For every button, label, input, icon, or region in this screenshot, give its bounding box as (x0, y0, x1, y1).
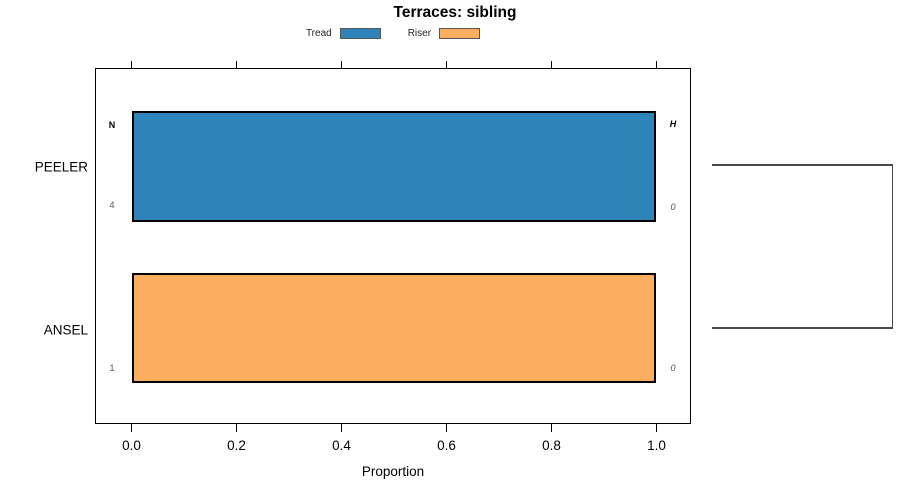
legend-swatch-tread (339, 28, 381, 39)
legend-swatch-riser (439, 28, 481, 39)
column-header-n: N (108, 120, 116, 130)
x-axis-tick-top (130, 61, 133, 68)
x-tick-label: 0.6 (437, 438, 456, 453)
legend-label-tread: Tread (305, 28, 332, 39)
legend: Tread Riser (95, 26, 691, 41)
dendrogram-branch-peeler (712, 164, 893, 166)
x-axis-tick-top (655, 61, 658, 68)
h-value-ansel: 0 (670, 363, 676, 373)
dendrogram-branch-ansel (712, 327, 893, 329)
bar-ansel-riser (131, 273, 656, 383)
column-header-h: H (669, 119, 677, 129)
y-category-label-peeler: PEELER (34, 159, 88, 174)
x-axis-tick-bottom (130, 424, 133, 432)
y-category-label-ansel: ANSEL (43, 322, 88, 337)
x-axis-tick-top (445, 61, 448, 68)
x-tick-label: 0.8 (542, 438, 561, 453)
x-axis-tick-top (235, 61, 238, 68)
x-tick-label: 0.2 (227, 438, 246, 453)
chart-title: Terraces: sibling (393, 4, 517, 21)
x-axis-title: Proportion (361, 464, 425, 479)
n-value-ansel: 1 (109, 363, 115, 373)
bar-peeler-tread (131, 111, 656, 222)
x-tick-label: 0.4 (332, 438, 351, 453)
h-value-peeler: 0 (670, 202, 676, 212)
dendrogram-join-line (891, 164, 894, 329)
x-axis-tick-bottom (655, 424, 658, 432)
x-tick-label: 0.0 (122, 438, 141, 453)
x-axis-tick-top (340, 61, 343, 68)
x-axis-tick-bottom (235, 424, 238, 432)
legend-item-tread: Tread (306, 28, 381, 39)
legend-item-riser: Riser (407, 28, 481, 39)
x-axis-tick-top (550, 61, 553, 68)
x-axis-tick-bottom (340, 424, 343, 432)
x-axis-tick-bottom (550, 424, 553, 432)
n-value-peeler: 4 (109, 200, 115, 210)
x-tick-label: 1.0 (647, 438, 666, 453)
x-axis-tick-bottom (445, 424, 448, 432)
legend-label-riser: Riser (407, 28, 432, 39)
